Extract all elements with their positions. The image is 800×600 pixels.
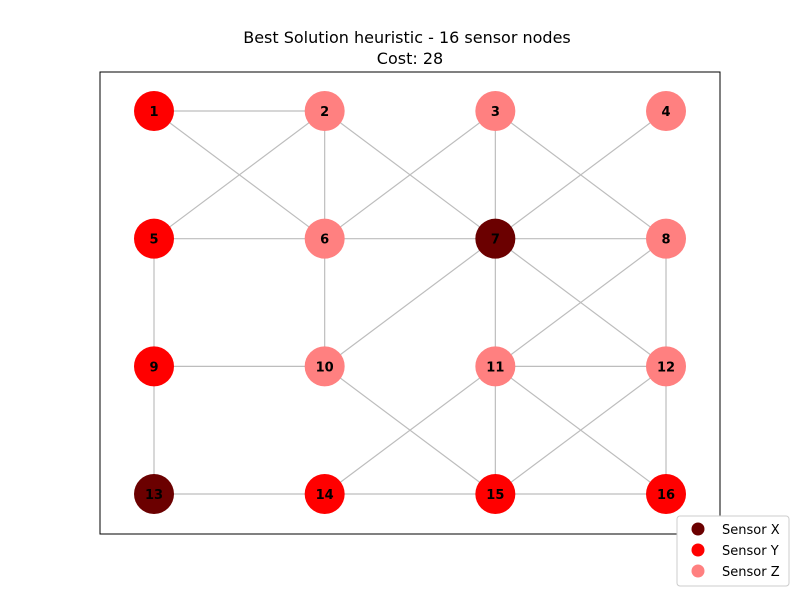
node-label-4: 4 (661, 105, 670, 120)
node-label-5: 5 (149, 233, 158, 248)
node-circle-9 (134, 346, 174, 387)
node-6: 6 (304, 218, 345, 259)
node-label-16: 16 (657, 488, 675, 503)
node-label-7: 7 (491, 233, 500, 248)
node-7: 7 (475, 218, 516, 259)
node-2: 2 (304, 91, 345, 131)
figure-subtitle-cost: Cost: 28 (377, 49, 443, 68)
legend-box (676, 515, 790, 587)
node-label-1: 1 (149, 105, 158, 120)
legend-label-sensor-x: Sensor X (722, 523, 780, 538)
node-10: 10 (304, 346, 345, 387)
node-circle-4 (646, 91, 687, 131)
node-circle-1 (134, 91, 174, 131)
legend-label-sensor-z: Sensor Z (722, 565, 780, 580)
node-5: 5 (134, 218, 174, 259)
node-8: 8 (646, 218, 687, 259)
plot-frame (99, 71, 721, 535)
node-circle-14 (304, 474, 345, 515)
node-14: 14 (304, 474, 345, 515)
node-circle-3 (475, 91, 516, 131)
node-label-6: 6 (320, 233, 329, 248)
node-12: 12 (646, 346, 687, 387)
node-15: 15 (475, 474, 516, 515)
node-label-11: 11 (486, 360, 504, 375)
node-1: 1 (134, 91, 174, 131)
edge-12-15 (494, 365, 667, 495)
node-circle-10 (304, 346, 345, 387)
node-label-3: 3 (491, 105, 500, 120)
node-label-14: 14 (316, 488, 334, 503)
node-circle-2 (304, 91, 345, 131)
node-label-13: 13 (145, 488, 163, 503)
legend-label-sensor-y: Sensor Y (722, 544, 779, 559)
node-circle-8 (646, 218, 687, 259)
node-circle-7 (475, 218, 516, 259)
edge-2-5 (153, 110, 326, 240)
node-label-2: 2 (320, 105, 329, 120)
legend-marker-sensor-y (691, 543, 705, 557)
node-16: 16 (646, 474, 687, 515)
edge-4-7 (494, 110, 667, 240)
node-4: 4 (646, 91, 687, 131)
node-label-12: 12 (657, 360, 675, 375)
node-3: 3 (475, 91, 516, 131)
legend-marker-sensor-x (691, 522, 705, 536)
node-circle-11 (475, 346, 516, 387)
node-9: 9 (134, 346, 174, 387)
node-label-10: 10 (316, 360, 334, 375)
edge-layer (153, 110, 667, 495)
node-circle-16 (646, 474, 687, 515)
edge-11-14 (324, 365, 496, 495)
edge-3-6 (324, 110, 496, 240)
legend: Sensor X Sensor Y Sensor Z (676, 515, 790, 587)
node-circle-6 (304, 218, 345, 259)
node-circle-13 (134, 474, 174, 515)
node-13: 13 (134, 474, 174, 515)
node-label-8: 8 (661, 233, 670, 248)
edge-8-11 (494, 238, 667, 367)
node-label-9: 9 (149, 360, 158, 375)
figure-title: Best Solution heuristic - 16 sensor node… (243, 28, 571, 47)
edge-7-10 (324, 238, 496, 367)
node-circle-15 (475, 474, 516, 515)
node-11: 11 (475, 346, 516, 387)
node-circle-5 (134, 218, 174, 259)
node-label-15: 15 (486, 488, 504, 503)
node-circle-12 (646, 346, 687, 387)
legend-marker-sensor-z (691, 564, 705, 578)
